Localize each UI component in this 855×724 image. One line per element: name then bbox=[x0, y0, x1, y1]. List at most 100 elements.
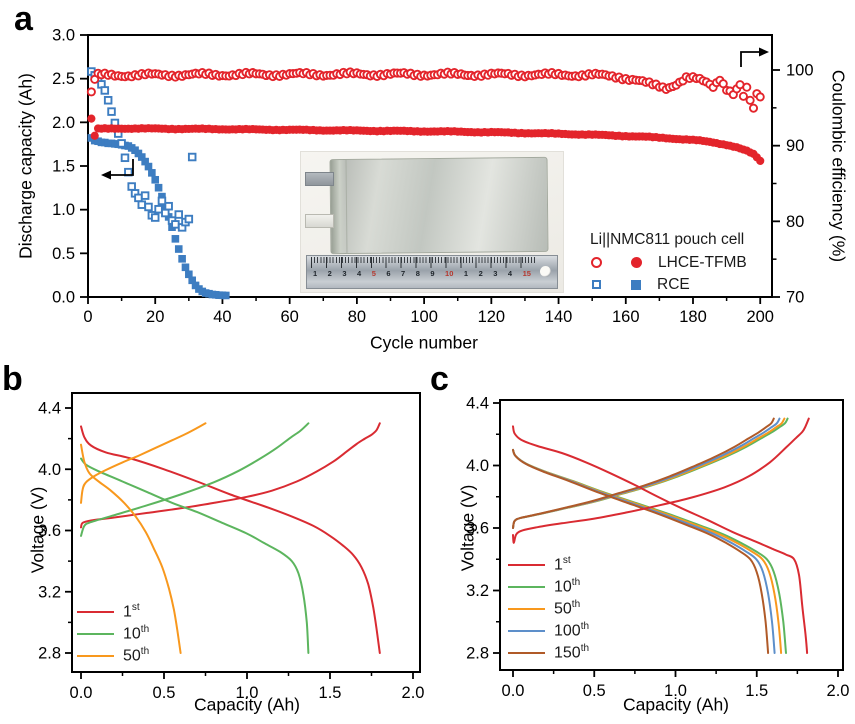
svg-text:4.4: 4.4 bbox=[38, 400, 61, 418]
legend-row: 10th bbox=[508, 576, 589, 598]
svg-text:3.6: 3.6 bbox=[466, 520, 489, 538]
cell-tab-nickel bbox=[305, 172, 334, 186]
ruler-number: 4 bbox=[357, 269, 362, 278]
svg-text:0.0: 0.0 bbox=[52, 289, 75, 307]
panel-a-letter: a bbox=[14, 0, 33, 38]
open-circle-marker-icon bbox=[591, 257, 602, 268]
svg-text:0: 0 bbox=[83, 308, 92, 326]
svg-text:0.5: 0.5 bbox=[52, 245, 75, 263]
svg-text:4.0: 4.0 bbox=[38, 461, 61, 479]
svg-text:3.2: 3.2 bbox=[38, 583, 61, 601]
svg-text:1.5: 1.5 bbox=[52, 158, 75, 176]
svg-text:40: 40 bbox=[213, 308, 231, 326]
line-swatch-icon bbox=[508, 563, 545, 567]
panel-a-legend: Li||NMC811 pouch cell LHCE-TFMB RCE bbox=[588, 232, 747, 299]
svg-text:2.8: 2.8 bbox=[466, 645, 489, 663]
svg-text:120: 120 bbox=[478, 308, 506, 326]
svg-text:4.4: 4.4 bbox=[466, 395, 489, 413]
line-swatch-icon bbox=[508, 651, 545, 655]
panel-b-ylabel: Voltage (V) bbox=[27, 486, 48, 574]
line-swatch-icon bbox=[508, 629, 545, 633]
svg-text:200: 200 bbox=[746, 308, 774, 326]
svg-text:90: 90 bbox=[786, 137, 804, 155]
legend-row: 50th bbox=[508, 598, 589, 620]
svg-text:0.5: 0.5 bbox=[583, 682, 606, 700]
ruler-numbers: 1 2 3 4 5 6 7 8 9 10 1 2 3 4 15 bbox=[313, 269, 531, 278]
legend-row: 50th bbox=[77, 645, 149, 667]
svg-text:0.5: 0.5 bbox=[153, 684, 176, 702]
legend-label-lhce: LHCE-TFMB bbox=[658, 253, 747, 271]
line-swatch-icon bbox=[508, 607, 545, 611]
solid-circle-marker-icon bbox=[631, 257, 642, 268]
ruler: 1 2 3 4 5 6 7 8 9 10 1 2 3 4 15 bbox=[306, 255, 558, 289]
panel-a-plot: 0 20 40 60 80 100 120 140 160 180 2000.00.51.01.52… bbox=[52, 27, 813, 326]
legend-label: 1st bbox=[554, 555, 571, 574]
panel-a-ylabel-left: Discharge capacity (Ah) bbox=[15, 73, 36, 259]
svg-text:2.5: 2.5 bbox=[52, 70, 75, 88]
svg-text:60: 60 bbox=[280, 308, 298, 326]
ruler-number: 10 bbox=[445, 269, 454, 278]
panel-c-plot: 0.0 0.5 1.0 1.5 2.0 2.8 3.2 3.6 4.0 4.4 bbox=[466, 395, 849, 701]
legend-row: 1st bbox=[508, 554, 589, 576]
series-lhce-tfmb-coulombic-efficiency bbox=[86, 67, 765, 113]
ruler-number: 8 bbox=[415, 269, 420, 278]
svg-text:1.0: 1.0 bbox=[664, 682, 687, 700]
cell-tab-aluminum bbox=[305, 214, 334, 228]
panel-c-ylabel: Voltage (V) bbox=[457, 484, 478, 572]
svg-text:20: 20 bbox=[146, 308, 164, 326]
ruler-major-ticks bbox=[311, 257, 535, 268]
ruler-number: 5 bbox=[371, 269, 376, 278]
legend-row: 150th bbox=[508, 642, 589, 664]
open-square-marker-icon bbox=[592, 280, 601, 289]
panel-b-letter: b bbox=[2, 360, 23, 398]
panel-b-legend: 1st 10th 50th bbox=[77, 601, 149, 667]
svg-text:100: 100 bbox=[410, 308, 438, 326]
legend-row: 1st bbox=[77, 601, 149, 623]
solid-square-marker-icon bbox=[631, 279, 641, 290]
legend-label: 10th bbox=[554, 577, 581, 596]
line-swatch-icon bbox=[77, 610, 114, 614]
legend-label: 10th bbox=[123, 624, 150, 643]
legend-label: 1st bbox=[123, 602, 140, 621]
ruler-hole-icon bbox=[540, 266, 551, 277]
svg-text:140: 140 bbox=[545, 308, 573, 326]
svg-text:4.0: 4.0 bbox=[466, 457, 489, 475]
panel-c-plot-curves bbox=[512, 417, 810, 654]
panel-a-ylabel-right: Coulombic efficiency (%) bbox=[828, 69, 849, 263]
svg-text:80: 80 bbox=[348, 308, 366, 326]
ruler-number: 15 bbox=[522, 269, 531, 278]
svg-text:3.2: 3.2 bbox=[466, 582, 489, 600]
svg-text:160: 160 bbox=[612, 308, 640, 326]
svg-text:80: 80 bbox=[786, 213, 804, 231]
legend-row-rce: RCE bbox=[588, 277, 747, 293]
svg-text:2.0: 2.0 bbox=[52, 114, 75, 132]
svg-text:100: 100 bbox=[786, 62, 814, 80]
legend-row: 100th bbox=[508, 620, 589, 642]
svg-text:1.5: 1.5 bbox=[745, 682, 768, 700]
panel-c-letter: c bbox=[430, 360, 449, 398]
svg-text:0.0: 0.0 bbox=[502, 682, 525, 700]
legend-row: 10th bbox=[77, 623, 149, 645]
legend-title: Li||NMC811 pouch cell bbox=[590, 231, 745, 248]
ruler-number: 2 bbox=[478, 269, 483, 278]
svg-text:180: 180 bbox=[679, 308, 707, 326]
svg-text:2.8: 2.8 bbox=[38, 645, 61, 663]
pouch-cell-photo: 1 2 3 4 5 6 7 8 9 10 1 2 3 4 15 bbox=[300, 151, 564, 293]
series-rce-coulombic-efficiency bbox=[87, 67, 197, 232]
ruler-number: 1 bbox=[463, 269, 469, 278]
svg-text:3.0: 3.0 bbox=[52, 27, 75, 45]
ruler-number: 9 bbox=[430, 269, 435, 278]
ruler-number: 3 bbox=[342, 269, 347, 278]
svg-text:70: 70 bbox=[786, 289, 804, 307]
legend-label: 150th bbox=[554, 643, 590, 662]
series-lhce-tfmb-discharge-capacity bbox=[87, 114, 765, 165]
svg-text:3.6: 3.6 bbox=[38, 522, 61, 540]
svg-text:2.0: 2.0 bbox=[402, 684, 425, 702]
ruler-number: 7 bbox=[401, 269, 406, 278]
legend-label-rce: RCE bbox=[657, 275, 690, 293]
svg-text:1.0: 1.0 bbox=[52, 201, 75, 219]
svg-text:1.0: 1.0 bbox=[236, 684, 259, 702]
panel-c-xlabel: Capacity (Ah) bbox=[622, 694, 730, 715]
